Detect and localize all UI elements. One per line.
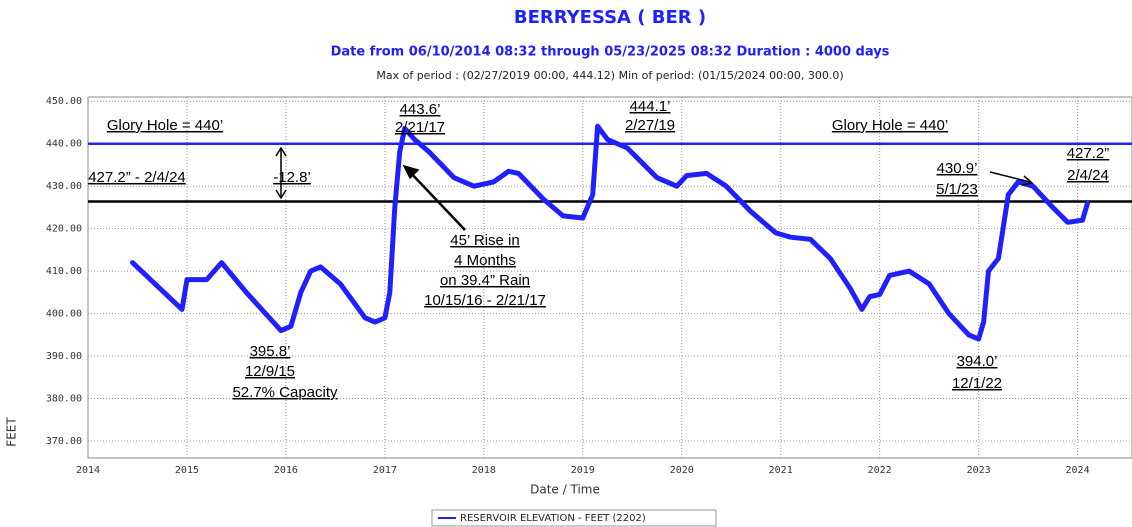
x-tick-label: 2016 — [274, 465, 298, 476]
x-tick-label: 2022 — [868, 465, 892, 476]
plot-frame — [87, 96, 1132, 459]
annotation: 4 Months — [454, 252, 516, 269]
legend-label: RESERVOIR ELEVATION - FEET (2202) — [460, 513, 646, 524]
annotation: 12/9/15 — [245, 363, 295, 380]
arrow — [407, 169, 466, 231]
y-tick-label: 370.00 — [46, 436, 82, 447]
y-tick-label: 440.00 — [46, 139, 82, 150]
annotation: 427.2” - 2/4/24 — [88, 169, 186, 186]
arrow-head — [402, 164, 420, 180]
y-axis-label: FEET — [5, 417, 19, 447]
y-tick-label: 390.00 — [46, 351, 82, 362]
annotation: Glory Hole = 440’ — [107, 117, 223, 134]
x-tick-label: 2017 — [373, 465, 397, 476]
annotation: -12.8’ — [273, 169, 311, 186]
arrow-head — [1021, 175, 1034, 186]
x-tick-label: 2024 — [1066, 465, 1090, 476]
annotation: 443.6’ — [400, 101, 441, 118]
annotation: 2/27/19 — [625, 117, 675, 134]
y-tick-label: 400.00 — [46, 309, 82, 320]
annotation: 427.2” — [1067, 145, 1110, 162]
x-tick-label: 2019 — [571, 465, 595, 476]
x-tick-label: 2023 — [967, 465, 991, 476]
x-axis-label: Date / Time — [530, 483, 600, 497]
chart-title: BERRYESSA ( BER ) — [514, 7, 706, 28]
annotation: 2/4/24 — [1067, 167, 1109, 184]
series-line — [130, 123, 1090, 342]
y-tick-label: 430.00 — [46, 181, 82, 192]
caption: Max of period : (02/27/2019 00:00, 444.1… — [376, 69, 843, 82]
arrow-head — [275, 146, 287, 200]
annotation: on 39.4” Rain — [440, 272, 530, 289]
plot-layer: 370.00 380.00 390.00 400.00 410.00 420.00 430.… — [46, 96, 1132, 476]
y-tick-label: 420.00 — [46, 224, 82, 235]
annotation: 45’ Rise in — [450, 232, 519, 249]
annotation: 430.9’ — [937, 160, 978, 177]
x-tick-label: 2021 — [769, 465, 793, 476]
legend: RESERVOIR ELEVATION - FEET (2202) — [431, 509, 717, 527]
annotation: 5/1/23 — [936, 181, 978, 198]
annotation: 394.0’ — [957, 353, 998, 370]
x-tick-label: 2020 — [670, 465, 694, 476]
arrows — [275, 146, 1034, 231]
legend-box — [431, 509, 717, 527]
y-tick-label: 380.00 — [46, 394, 82, 405]
annotation: 12/1/22 — [952, 375, 1002, 392]
y-tick-label: 450.00 — [46, 96, 82, 107]
annotation: 10/15/16 - 2/21/17 — [424, 292, 546, 309]
annotation: Glory Hole = 440’ — [832, 117, 948, 134]
arrow — [989, 171, 1031, 183]
annotation: 444.1’ — [630, 98, 671, 115]
annotation: 52.7% Capacity — [232, 384, 338, 401]
subtitle: Date from 06/10/2014 08:32 through 05/23… — [331, 45, 890, 60]
annotation: 2/21/17 — [395, 119, 445, 136]
x-tick-label: 2015 — [175, 465, 199, 476]
x-tick-label: 2014 — [76, 465, 100, 476]
y-tick-label: 410.00 — [46, 266, 82, 277]
annotation: 395.8’ — [250, 343, 291, 360]
x-tick-label: 2018 — [472, 465, 496, 476]
